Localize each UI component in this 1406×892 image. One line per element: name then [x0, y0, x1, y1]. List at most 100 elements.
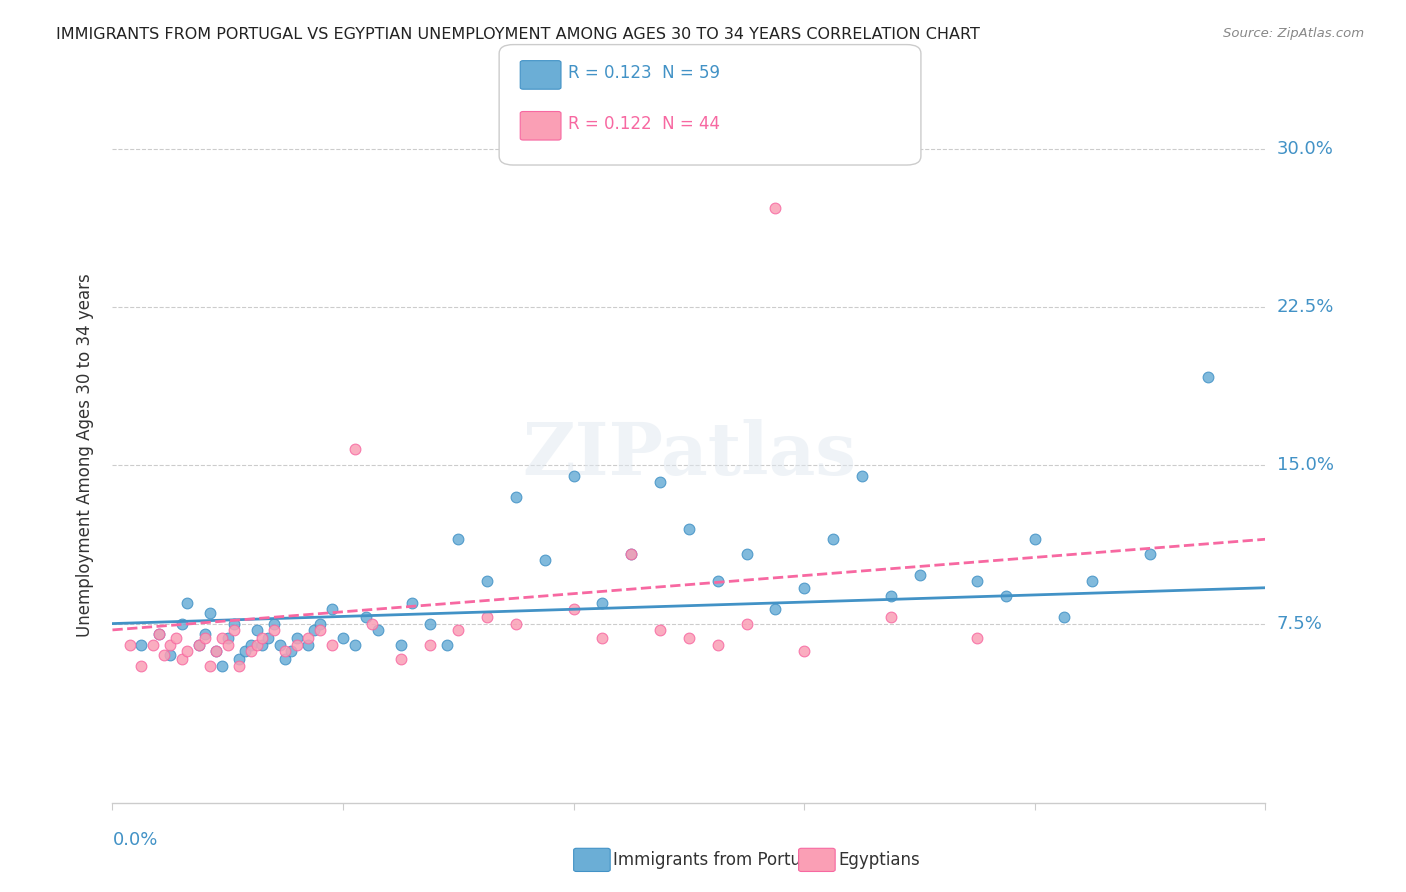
- Point: [222, 623, 245, 637]
- Text: 22.5%: 22.5%: [1277, 298, 1334, 317]
- Point: [592, 595, 614, 609]
- Text: Source: ZipAtlas.com: Source: ZipAtlas.com: [1223, 27, 1364, 40]
- Point: [735, 547, 758, 561]
- Point: [1197, 370, 1219, 384]
- Point: [821, 533, 844, 547]
- Point: [880, 610, 903, 624]
- Text: ZIPatlas: ZIPatlas: [522, 419, 856, 491]
- Point: [447, 533, 470, 547]
- Point: [966, 632, 988, 646]
- Point: [200, 658, 222, 673]
- Text: 7.5%: 7.5%: [1277, 615, 1323, 632]
- Point: [389, 638, 412, 652]
- Point: [233, 644, 256, 658]
- Text: 15.0%: 15.0%: [1277, 457, 1333, 475]
- Point: [200, 606, 222, 620]
- Point: [246, 638, 269, 652]
- Point: [650, 475, 672, 490]
- Point: [419, 616, 441, 631]
- Y-axis label: Unemployment Among Ages 30 to 34 years: Unemployment Among Ages 30 to 34 years: [76, 273, 94, 637]
- Point: [309, 623, 332, 637]
- Point: [142, 638, 165, 652]
- Point: [205, 644, 228, 658]
- Point: [620, 547, 643, 561]
- Point: [534, 553, 557, 567]
- Point: [650, 623, 672, 637]
- Point: [401, 595, 423, 609]
- Text: Egyptians: Egyptians: [838, 851, 920, 869]
- Point: [505, 616, 527, 631]
- Point: [222, 616, 245, 631]
- Point: [153, 648, 176, 663]
- Point: [309, 616, 332, 631]
- Point: [620, 547, 643, 561]
- Point: [263, 623, 285, 637]
- Point: [1139, 547, 1161, 561]
- Point: [263, 616, 285, 631]
- Point: [343, 442, 366, 456]
- Point: [1081, 574, 1104, 589]
- Point: [447, 623, 470, 637]
- Text: Immigrants from Portugal: Immigrants from Portugal: [613, 851, 827, 869]
- Text: 0.0%: 0.0%: [112, 830, 157, 848]
- Point: [321, 602, 343, 616]
- Point: [562, 602, 585, 616]
- Point: [475, 610, 499, 624]
- Point: [678, 522, 700, 536]
- Point: [159, 648, 181, 663]
- Point: [765, 602, 787, 616]
- Point: [274, 644, 297, 658]
- Point: [176, 595, 198, 609]
- Point: [228, 658, 250, 673]
- Text: 30.0%: 30.0%: [1277, 140, 1333, 158]
- Point: [880, 589, 903, 603]
- Point: [129, 658, 153, 673]
- Point: [176, 644, 198, 658]
- Point: [159, 638, 181, 652]
- Point: [1024, 533, 1046, 547]
- Point: [360, 616, 382, 631]
- Point: [1053, 610, 1076, 624]
- Point: [436, 638, 458, 652]
- Point: [194, 627, 217, 641]
- Point: [332, 632, 354, 646]
- Point: [995, 589, 1018, 603]
- Point: [321, 638, 343, 652]
- Point: [170, 616, 193, 631]
- Point: [707, 638, 730, 652]
- Point: [354, 610, 377, 624]
- Point: [188, 638, 211, 652]
- Point: [304, 623, 326, 637]
- Point: [252, 632, 274, 646]
- Point: [285, 638, 308, 652]
- Point: [562, 469, 585, 483]
- Point: [217, 632, 239, 646]
- Point: [170, 652, 193, 666]
- Point: [908, 568, 931, 582]
- Point: [505, 490, 527, 504]
- Point: [148, 627, 170, 641]
- Point: [211, 632, 233, 646]
- Point: [205, 644, 228, 658]
- Point: [367, 623, 389, 637]
- Point: [129, 638, 153, 652]
- Point: [188, 638, 211, 652]
- Point: [118, 638, 141, 652]
- Point: [252, 638, 274, 652]
- Point: [389, 652, 412, 666]
- Point: [211, 658, 233, 673]
- Point: [678, 632, 700, 646]
- Point: [343, 638, 366, 652]
- Point: [765, 201, 787, 215]
- Point: [735, 616, 758, 631]
- Point: [280, 644, 302, 658]
- Point: [228, 652, 250, 666]
- Point: [475, 574, 499, 589]
- Point: [851, 469, 873, 483]
- Point: [246, 623, 269, 637]
- Text: R = 0.123  N = 59: R = 0.123 N = 59: [568, 64, 720, 82]
- Point: [194, 632, 217, 646]
- Point: [419, 638, 441, 652]
- Point: [966, 574, 988, 589]
- Point: [239, 644, 262, 658]
